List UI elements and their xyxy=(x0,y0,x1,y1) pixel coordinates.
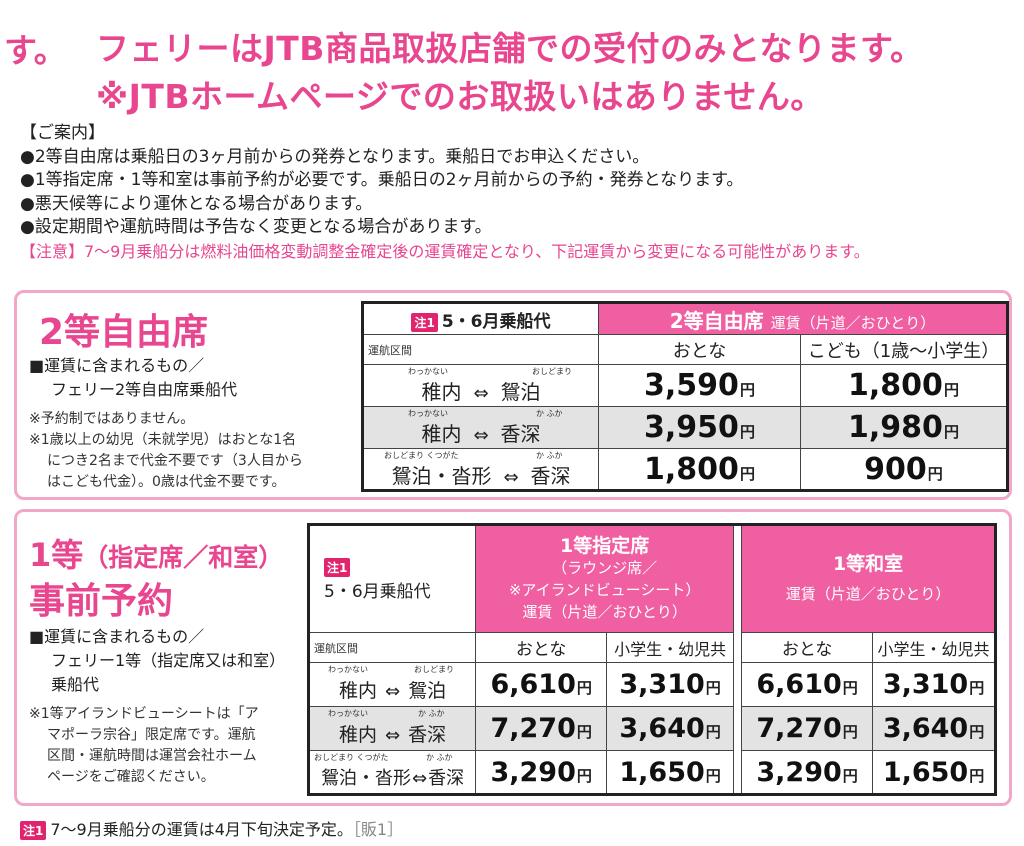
footer-text: 7〜9月乗船分の運賃は4月下旬決定予定。 xyxy=(50,820,353,839)
guide-item: ●設定期間や運航時間は予告なく変更となる場合があります。 xyxy=(20,217,492,237)
adult-header: おとな xyxy=(741,632,874,663)
seat-class-header: 1等指定席 （ラウンジ席／ ※アイランドビューシート） 運賃（片道／おひとり） xyxy=(475,524,735,633)
guide-item: ●悪天候等により運休となる場合があります。 xyxy=(20,193,373,214)
fare-type: 運賃（片道／おひとり） xyxy=(785,585,951,603)
header-banner: す。 フェリーはJTB商品取扱店舗での受付のみとなります。 ※JTBホームページ… xyxy=(0,0,1024,118)
table-row: わっかない か ふか 稚内 ⇔ 香深 3,950円 1,980円 xyxy=(362,406,1008,449)
section-note: はこども代金）。0歳は代金不要です。 xyxy=(47,474,286,490)
price-cell: 3,640円 xyxy=(872,706,996,751)
included-item: フェリー2等自由席乗船代 xyxy=(51,380,238,399)
header-fragment: す。 xyxy=(4,31,67,70)
included-title: ■運賃に含まれるもの／ xyxy=(29,356,205,375)
price-cell: 3,290円 xyxy=(741,750,874,795)
guide-item: ●2等自由席は乗船日の3ヶ月前からの発券となります。乗船日でお申込ください。 xyxy=(20,146,650,167)
note-tag: 注1 xyxy=(324,557,351,577)
room-class-header: 1等和室 運賃（片道／おひとり） xyxy=(741,524,996,633)
section-note: ※予約制ではありません。 xyxy=(29,411,195,427)
route-cell: わっかない おしどまり 稚内 ⇔ 鴛泊 xyxy=(307,662,477,707)
room-class-name: 1等和室 xyxy=(832,553,904,575)
price-cell: 1,800円 xyxy=(598,448,801,491)
child-header: 小学生・幼児共 xyxy=(606,632,735,663)
reservation-required-title: 事前予約 xyxy=(29,581,174,622)
price-cell: 1,980円 xyxy=(800,406,1008,449)
included-item: フェリー1等（指定席又は和室） xyxy=(51,651,286,670)
adult-header: おとな xyxy=(475,632,608,663)
footer-note: 注1 7〜9月乗船分の運賃は4月下旬決定予定。［販1］ xyxy=(20,816,403,840)
header-line-1: フェリーはJTB商品取扱店舗での受付のみとなります。 xyxy=(96,29,924,68)
second-class-title: 2等自由席 xyxy=(39,312,209,353)
child-header: 小学生・幼児共 xyxy=(872,632,996,663)
season-cell: 注1 5・6月乗船代 xyxy=(307,524,477,633)
route-cell: わっかない おしどまり 稚内 ⇔ 鴛泊 xyxy=(362,364,599,407)
first-class-fare-table: 注1 5・6月乗船代 1等指定席 （ラウンジ席／ ※アイランドビューシート） 運… xyxy=(307,523,997,796)
price-cell: 7,270円 xyxy=(741,706,874,751)
season-label: 5・6月乗船代 xyxy=(324,581,431,602)
section-note: 区間・運航時間は運営会社ホーム xyxy=(47,748,257,764)
guide-caution: 【注意】7〜9月乗船分は燃料油価格変動調整金確定後の運賃確定となり、下記運賃から… xyxy=(20,241,870,261)
price-cell: 6,610円 xyxy=(475,662,608,707)
season-label: 5・6月乗船代 xyxy=(441,311,551,332)
guide-title: 【ご案内】 xyxy=(20,123,105,143)
included-title: ■運賃に含まれるもの／ xyxy=(29,627,205,646)
seat-class-name: 1等指定席 xyxy=(560,535,650,557)
table-row: わっかない おしどまり 稚内 ⇔ 鴛泊 3,590円 1,800円 xyxy=(362,364,1008,407)
price-cell: 3,310円 xyxy=(872,662,996,707)
first-class-section: 1等（指定席／和室） 事前予約 ■運賃に含まれるもの／ フェリー1等（指定席又は… xyxy=(14,509,1012,806)
price-cell: 3,590円 xyxy=(598,364,801,407)
note-tag: 注1 xyxy=(20,821,47,840)
header-line-2: ※JTBホームページでのお取扱いはありません。 xyxy=(96,77,824,116)
footer-code: ［販1］ xyxy=(352,820,404,839)
price-cell: 1,650円 xyxy=(606,750,735,795)
guide-block: 【ご案内】 ●2等自由席は乗船日の3ヶ月前からの発券となります。乗船日でお申込く… xyxy=(20,122,870,263)
class-name: 2等自由席 xyxy=(669,308,764,333)
price-cell: 7,270円 xyxy=(475,706,608,751)
table-row: おしどまり くつがた か ふか 鴛泊・沓形⇔香深 3,290円 1,650円 3… xyxy=(307,750,996,795)
fare-type: 運賃（片道／おひとり） xyxy=(770,313,936,332)
section-note: ※1歳以上の幼児（未就学児）はおとな1名 xyxy=(29,432,297,448)
section-note: につき2名まで代金不要です（3人目から xyxy=(47,453,303,469)
seat-class-sub: ※アイランドビューシート） xyxy=(508,581,701,599)
price-cell: 3,950円 xyxy=(598,406,801,449)
price-cell: 900円 xyxy=(800,448,1008,491)
section-note: ※1等アイランドビューシートは「ア xyxy=(29,706,259,722)
route-cell: おしどまり くつがた か ふか 鴛泊・沓形⇔香深 xyxy=(362,448,599,491)
table-row: わっかない か ふか 稚内 ⇔ 香深 7,270円 3,640円 7,270円 3,… xyxy=(307,706,996,751)
route-header: 運航区間 xyxy=(307,632,477,663)
route-header: 運航区間 xyxy=(362,334,599,365)
season-cell: 注1 5・6月乗船代 xyxy=(362,302,599,335)
class-header: 2等自由席 運賃（片道／おひとり） xyxy=(598,302,1008,335)
guide-item: ●1等指定席・1等和室は事前予約が必要です。乗船日の2ヶ月前からの予約・発券とな… xyxy=(20,170,744,190)
note-tag: 注1 xyxy=(411,312,438,332)
seat-class-sub: （ラウンジ席／ xyxy=(552,559,658,577)
price-cell: 1,650円 xyxy=(872,750,996,795)
route-cell: おしどまり くつがた か ふか 鴛泊・沓形⇔香深 xyxy=(307,750,477,795)
table-row: わっかない おしどまり 稚内 ⇔ 鴛泊 6,610円 3,310円 6,610円 3… xyxy=(307,662,996,707)
first-class-title: 1等（指定席／和室） xyxy=(29,536,284,574)
price-cell: 3,310円 xyxy=(606,662,735,707)
child-header: こども（1歳〜小学生） xyxy=(800,334,1008,365)
adult-header: おとな xyxy=(598,334,801,365)
price-cell: 3,640円 xyxy=(606,706,735,751)
price-cell: 1,800円 xyxy=(800,364,1008,407)
section-note: ページをご確認ください。 xyxy=(47,769,215,785)
included-item: 乗船代 xyxy=(51,675,100,694)
table-row: おしどまり くつがた か ふか 鴛泊・沓形 ⇔ 香深 1,800円 900円 xyxy=(362,448,1008,491)
price-cell: 3,290円 xyxy=(475,750,608,795)
route-cell: わっかない か ふか 稚内 ⇔ 香深 xyxy=(362,406,599,449)
second-class-fare-table: 注1 5・6月乗船代 2等自由席 運賃（片道／おひとり） 運航区間 おとな こども… xyxy=(361,301,1009,492)
fare-type: 運賃（片道／おひとり） xyxy=(522,603,687,621)
route-cell: わっかない か ふか 稚内 ⇔ 香深 xyxy=(307,706,477,751)
table-gap xyxy=(733,524,743,795)
second-class-section: 2等自由席 ■運賃に含まれるもの／ フェリー2等自由席乗船代 ※予約制ではありま… xyxy=(14,290,1012,500)
price-cell: 6,610円 xyxy=(741,662,874,707)
section-note: マポーラ宗谷」限定席です。運航 xyxy=(47,727,256,743)
